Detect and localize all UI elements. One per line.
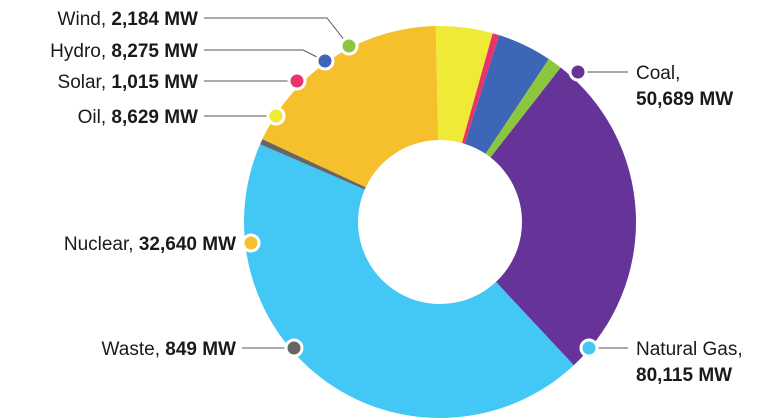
label-coal-value: 50,689 MW <box>636 89 733 110</box>
marker-waste <box>284 338 304 358</box>
slice-natural-gas <box>244 144 574 418</box>
label-hydro-value: 8,275 MW <box>111 41 198 62</box>
leader-hydro <box>204 49 326 62</box>
label-solar: Solar, 1,015 MW <box>58 72 199 93</box>
label-coal: Coal, 50,689 MW <box>636 63 733 110</box>
label-oil-category: Oil, <box>78 107 112 128</box>
label-waste: Waste, 849 MW <box>102 339 237 360</box>
label-waste-value: 849 MW <box>165 339 236 360</box>
label-waste-category: Waste, <box>102 339 166 360</box>
slice-coal <box>490 67 636 366</box>
label-natural-gas-category: Natural Gas, <box>636 339 743 360</box>
slice-solar <box>462 33 500 144</box>
slice-labels: Coal, 50,689 MW Natural Gas, 80,115 MW Waste… <box>50 9 743 386</box>
slice-waste <box>260 139 366 190</box>
label-wind-category: Wind, <box>58 9 112 30</box>
slice-hydro <box>464 35 549 154</box>
label-nuclear-value: 32,640 MW <box>139 234 236 255</box>
slice-nuclear <box>262 26 439 188</box>
label-wind-value: 2,184 MW <box>111 9 198 30</box>
slice-oil <box>435 26 493 144</box>
slice-markers <box>241 36 599 358</box>
marker-solar <box>287 71 307 91</box>
label-coal-category: Coal, <box>636 63 680 84</box>
label-oil-value: 8,629 MW <box>111 107 198 128</box>
label-nuclear: Nuclear, 32,640 MW <box>64 234 236 255</box>
marker-wind <box>339 36 359 56</box>
marker-oil <box>266 106 286 126</box>
label-hydro-category: Hydro, <box>50 41 111 62</box>
label-nuclear-category: Nuclear, <box>64 234 139 255</box>
label-oil: Oil, 8,629 MW <box>78 107 198 128</box>
marker-natural-gas <box>579 338 599 358</box>
label-solar-category: Solar, <box>58 72 112 93</box>
marker-coal <box>568 62 588 82</box>
label-hydro: Hydro, 8,275 MW <box>50 41 198 62</box>
label-natural-gas: Natural Gas, 80,115 MW <box>636 339 743 386</box>
marker-hydro <box>315 51 335 71</box>
slice-wind <box>485 59 561 158</box>
marker-nuclear <box>241 233 261 253</box>
donut-slices <box>244 26 636 418</box>
label-wind: Wind, 2,184 MW <box>58 9 199 30</box>
label-solar-value: 1,015 MW <box>111 72 198 93</box>
leader-wind <box>204 17 350 47</box>
label-natural-gas-value: 80,115 MW <box>636 365 732 386</box>
